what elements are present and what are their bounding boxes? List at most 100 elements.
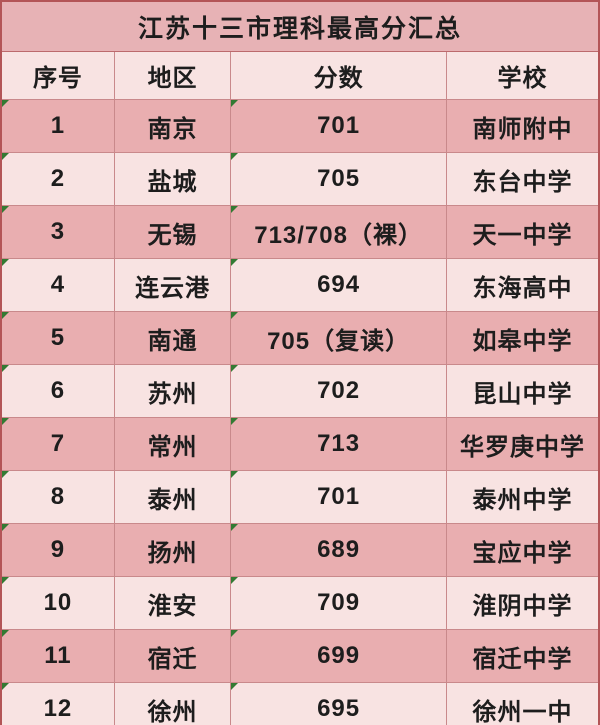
cell-no: 8	[0, 470, 115, 524]
column-header-school: 学校	[445, 51, 600, 100]
table-row: 12 徐州 695 徐州一中	[0, 682, 600, 725]
text-number-indicator-icon	[2, 312, 9, 319]
text-number-indicator-icon	[231, 471, 239, 478]
cell-region: 淮安	[113, 576, 232, 630]
cell-no-text: 8	[50, 483, 66, 510]
table-row: 1 南京 701 南师附中	[0, 99, 600, 153]
table-row: 4 连云港 694 东海高中	[0, 258, 600, 312]
table-row: 2 盐城 705 东台中学	[0, 152, 600, 206]
cell-no: 10	[0, 576, 115, 630]
text-number-indicator-icon	[231, 524, 239, 531]
cell-no-text: 1	[50, 112, 66, 139]
cell-no: 3	[0, 205, 115, 259]
text-number-indicator-icon	[2, 100, 9, 107]
text-number-indicator-icon	[231, 630, 239, 637]
text-number-indicator-icon	[231, 418, 239, 425]
cell-score: 701	[230, 99, 447, 153]
cell-school: 宿迁中学	[445, 629, 600, 683]
text-number-indicator-icon	[2, 418, 9, 425]
cell-no-text: 10	[43, 589, 73, 616]
table-row: 11 宿迁 699 宿迁中学	[0, 629, 600, 683]
cell-no: 1	[0, 99, 115, 153]
cell-no: 9	[0, 523, 115, 577]
cell-school: 天一中学	[445, 205, 600, 259]
cell-no: 11	[0, 629, 115, 683]
text-number-indicator-icon	[2, 577, 9, 584]
cell-score: 705	[230, 152, 447, 206]
text-number-indicator-icon	[231, 206, 239, 213]
cell-no: 4	[0, 258, 115, 312]
table-title-row: 江苏十三市理科最高分汇总	[0, 0, 600, 52]
cell-score-text: 713	[317, 430, 361, 457]
cell-no: 2	[0, 152, 115, 206]
cell-no-text: 3	[50, 218, 66, 245]
table-row: 10 淮安 709 淮阴中学	[0, 576, 600, 630]
cell-no-text: 6	[50, 377, 66, 404]
cell-score-text: 689	[317, 536, 361, 563]
cell-school: 南师附中	[445, 99, 600, 153]
cell-score: 701	[230, 470, 447, 524]
cell-region: 盐城	[113, 152, 232, 206]
text-number-indicator-icon	[2, 524, 9, 531]
cell-region: 无锡	[113, 205, 232, 259]
cell-no-text: 2	[50, 165, 66, 192]
cell-no-text: 7	[50, 430, 66, 457]
table-row: 5 南通 705（复读） 如皋中学	[0, 311, 600, 365]
cell-score-text: 705	[317, 165, 361, 192]
cell-no-text: 4	[50, 271, 66, 298]
cell-score-text: 701	[317, 112, 361, 139]
cell-score: 713	[230, 417, 447, 471]
cell-no-text: 11	[44, 642, 72, 669]
cell-score: 705（复读）	[230, 311, 447, 365]
text-number-indicator-icon	[231, 365, 239, 372]
table-header-row: 序号 地区 分数 学校	[0, 51, 600, 100]
cell-school: 东台中学	[445, 152, 600, 206]
cell-no: 12	[0, 682, 115, 725]
cell-region: 宿迁	[113, 629, 232, 683]
cell-school: 泰州中学	[445, 470, 600, 524]
cell-school: 徐州一中	[445, 682, 600, 725]
cell-score: 713/708（裸）	[230, 205, 447, 259]
cell-region: 南京	[113, 99, 232, 153]
text-number-indicator-icon	[231, 259, 239, 266]
text-number-indicator-icon	[2, 471, 9, 478]
cell-region: 泰州	[113, 470, 232, 524]
cell-school: 淮阴中学	[445, 576, 600, 630]
cell-region: 苏州	[113, 364, 232, 418]
cell-region: 常州	[113, 417, 232, 471]
text-number-indicator-icon	[231, 683, 239, 690]
cell-score-text: 713/708（裸）	[254, 221, 423, 249]
text-number-indicator-icon	[231, 312, 239, 319]
cell-score: 694	[230, 258, 447, 312]
cell-school: 宝应中学	[445, 523, 600, 577]
cell-region: 徐州	[113, 682, 232, 725]
table-row: 3 无锡 713/708（裸） 天一中学	[0, 205, 600, 259]
table-row: 7 常州 713 华罗庚中学	[0, 417, 600, 471]
cell-score-text: 694	[317, 271, 361, 298]
cell-school: 华罗庚中学	[445, 417, 600, 471]
column-header-score: 分数	[230, 51, 447, 100]
cell-school: 昆山中学	[445, 364, 600, 418]
cell-no: 6	[0, 364, 115, 418]
cell-region: 南通	[113, 311, 232, 365]
cell-score: 702	[230, 364, 447, 418]
cell-score: 699	[230, 629, 447, 683]
text-number-indicator-icon	[2, 153, 9, 160]
cell-score-text: 702	[317, 377, 361, 404]
cell-score-text: 709	[317, 589, 361, 616]
text-number-indicator-icon	[231, 100, 239, 107]
text-number-indicator-icon	[231, 577, 239, 584]
table-row: 8 泰州 701 泰州中学	[0, 470, 600, 524]
cell-region: 连云港	[113, 258, 232, 312]
cell-region: 扬州	[113, 523, 232, 577]
table-row: 9 扬州 689 宝应中学	[0, 523, 600, 577]
text-number-indicator-icon	[2, 683, 9, 690]
cell-school: 如皋中学	[445, 311, 600, 365]
cell-school: 东海高中	[445, 258, 600, 312]
text-number-indicator-icon	[2, 259, 9, 266]
cell-score-text: 699	[317, 642, 361, 669]
cell-no: 5	[0, 311, 115, 365]
text-number-indicator-icon	[231, 153, 239, 160]
